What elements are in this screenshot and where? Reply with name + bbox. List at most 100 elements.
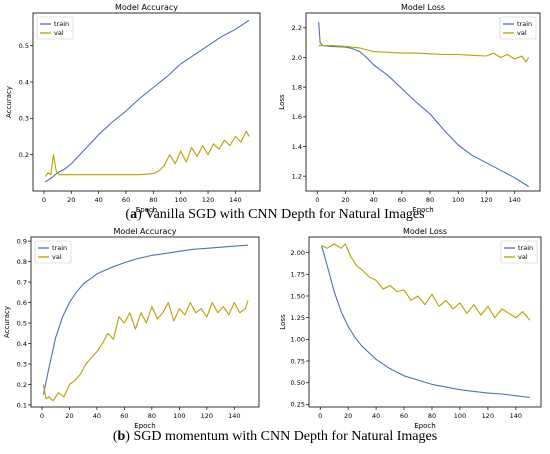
y-tick-label: 1.6 — [292, 113, 302, 121]
x-tick-label: 60 — [122, 196, 130, 204]
y-tick-label: 0.7 — [17, 278, 27, 286]
y-tick-label: 0.3 — [17, 360, 27, 368]
chart-2: Model Loss 0 20 40 60 80 100 120 140 1.2 1.4 1.6 1.8… — [278, 3, 541, 214]
y-tick-label: 2.00 — [291, 249, 305, 257]
legend-label-val: val — [517, 29, 527, 37]
y-axis-label: Accuracy — [5, 86, 13, 118]
y-tick-label: 1.50 — [291, 292, 305, 300]
x-tick-label: 120 — [201, 412, 213, 420]
x-tick-label: 80 — [149, 196, 157, 204]
series-line-val — [318, 45, 530, 63]
x-axis-label: Epoch — [136, 206, 157, 214]
y-tick-label: 0.5 — [17, 319, 27, 327]
y-tick-label: 2.2 — [292, 24, 302, 32]
x-tick-label: 20 — [65, 412, 73, 420]
y-tick-label: 1.4 — [292, 143, 302, 151]
y-tick-label: 0.8 — [17, 258, 27, 266]
y-tick-label: 1.75 — [291, 271, 305, 279]
y-tick-label: 0.2 — [17, 381, 27, 389]
caption-b-text: SGD momentum with CNN Depth for Natural … — [129, 429, 438, 444]
x-tick-label: 140 — [228, 412, 240, 420]
legend-label-val: val — [518, 253, 528, 261]
caption-b: (b) SGD momentum with CNN Depth for Natu… — [112, 429, 438, 444]
x-tick-label: 140 — [510, 412, 522, 420]
plot-frame — [32, 12, 261, 192]
caption-a: (a) Vanilla SGD with CNN Depth for Natur… — [125, 207, 425, 222]
y-tick-label: 0.2 — [19, 151, 29, 159]
x-tick-label: 20 — [344, 412, 352, 420]
x-tick-label: 140 — [508, 196, 520, 204]
y-tick-label: 0.4 — [19, 78, 29, 86]
y-tick-label: 2.0 — [292, 54, 302, 62]
x-tick-label: 60 — [400, 412, 408, 420]
series-line-train — [318, 21, 529, 188]
x-tick-label: 0 — [318, 412, 322, 420]
x-tick-label: 0 — [42, 196, 46, 204]
plot-frame — [30, 236, 260, 408]
x-tick-label: 40 — [94, 196, 102, 204]
legend-label-train: train — [518, 244, 533, 252]
y-tick-label: 1.2 — [292, 172, 302, 180]
x-axis-label: Epoch — [134, 422, 155, 430]
x-tick-label: 20 — [341, 196, 349, 204]
chart-title: Model Loss — [401, 3, 445, 12]
x-tick-label: 40 — [370, 196, 378, 204]
x-tick-label: 80 — [426, 196, 434, 204]
x-tick-label: 80 — [148, 412, 156, 420]
y-tick-label: 0.9 — [17, 237, 27, 245]
x-tick-label: 0 — [40, 412, 44, 420]
x-tick-label: 120 — [202, 196, 214, 204]
x-tick-label: 100 — [452, 196, 464, 204]
x-tick-label: 80 — [428, 412, 436, 420]
x-tick-label: 100 — [173, 412, 185, 420]
series-line-train — [321, 245, 530, 399]
legend-label-train: train — [54, 20, 69, 28]
x-tick-label: 100 — [174, 196, 186, 204]
chart-title: Model Accuracy — [115, 3, 178, 12]
x-tick-label: 120 — [480, 196, 492, 204]
series-line-val — [321, 243, 531, 321]
y-tick-label: 0.1 — [17, 401, 27, 409]
caption-b-tag: b — [117, 429, 126, 444]
caption-a-text: Vanilla SGD with CNN Depth for Natural I… — [141, 207, 425, 222]
x-axis-label: Epoch — [414, 422, 435, 430]
x-axis-label: Epoch — [412, 206, 433, 214]
y-axis-label: Loss — [278, 94, 286, 110]
plot-frame — [308, 236, 542, 408]
x-tick-label: 100 — [454, 412, 466, 420]
caption-a-tag: a — [130, 207, 138, 222]
x-tick-label: 60 — [120, 412, 128, 420]
plot-frame — [305, 12, 541, 192]
legend-label-val: val — [54, 29, 64, 37]
legend-label-train: train — [52, 244, 67, 252]
chart-4: Model Loss 0 20 40 60 80 100 120 140 0.25 0.50 0.75… — [279, 227, 542, 430]
legend-label-train: train — [517, 20, 532, 28]
legend-label-val: val — [52, 253, 62, 261]
y-tick-label: 0.3 — [19, 115, 29, 123]
y-tick-label: 1.00 — [291, 336, 305, 344]
chart-1: Model Accuracy 0 20 40 60 80 100 120 140 0.2 0.3 0.… — [5, 3, 261, 214]
x-tick-label: 60 — [398, 196, 406, 204]
y-tick-label: 1.8 — [292, 83, 302, 91]
x-tick-label: 40 — [372, 412, 380, 420]
y-tick-label: 0.50 — [291, 379, 305, 387]
y-axis-label: Accuracy — [3, 306, 11, 338]
chart-title: Model Loss — [403, 227, 447, 236]
y-tick-label: 0.75 — [291, 357, 305, 365]
y-tick-label: 0.25 — [291, 401, 305, 409]
x-tick-label: 20 — [67, 196, 75, 204]
x-tick-label: 0 — [315, 196, 319, 204]
y-axis-label: Loss — [279, 314, 287, 330]
x-tick-label: 40 — [93, 412, 101, 420]
series-line-train — [42, 244, 249, 395]
y-tick-label: 0.5 — [19, 42, 29, 50]
series-line-val — [42, 300, 249, 402]
y-tick-label: 1.25 — [291, 314, 305, 322]
x-tick-label: 120 — [482, 412, 494, 420]
x-tick-label: 140 — [229, 196, 241, 204]
series-line-train — [44, 19, 250, 183]
y-tick-label: 0.6 — [17, 299, 27, 307]
chart-3: Model Accuracy 0 20 40 60 80 100 120 140 0.1 0.2 0.… — [3, 227, 260, 430]
chart-title: Model Accuracy — [113, 227, 176, 236]
